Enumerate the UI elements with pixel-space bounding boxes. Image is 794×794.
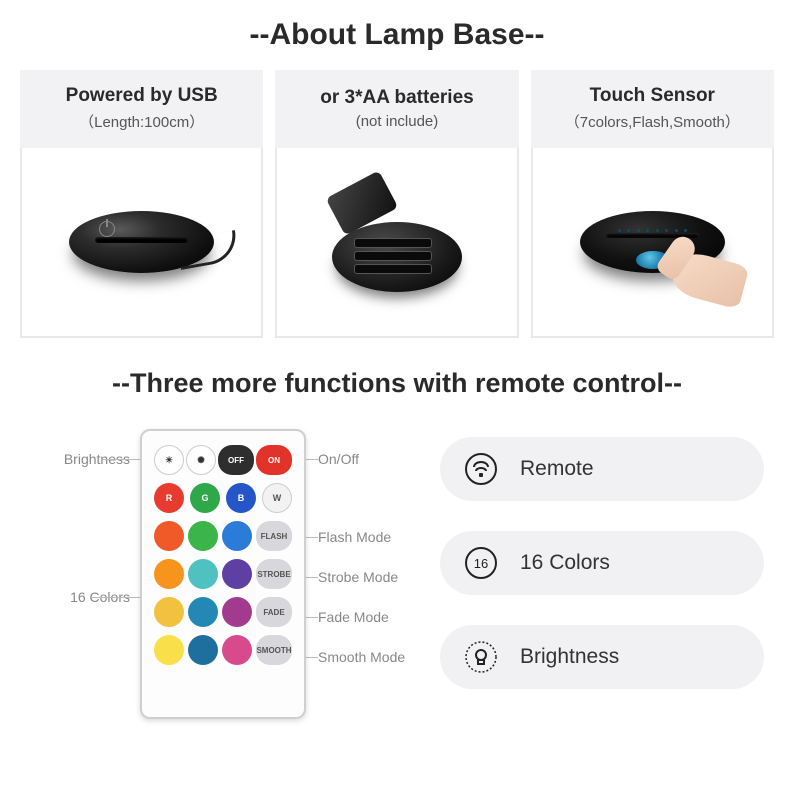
anno-fade: Fade Mode (318, 609, 389, 625)
pills: Remote 16 16 Colors Brightness (440, 429, 764, 739)
battery-base-icon (322, 192, 472, 292)
finger-icon (665, 235, 745, 295)
remote-button: R (154, 483, 184, 513)
remote-button: G (190, 483, 220, 513)
remote-icon (464, 452, 498, 486)
remote-area: Brightness 16 Colors On/Off Flash Mode S… (30, 429, 410, 739)
card-touch-sub: （7colors,Flash,Smooth） (537, 111, 768, 132)
remote-button: OFF (218, 445, 254, 475)
remote-button (222, 521, 252, 551)
card-battery: or 3*AA batteries (not include) (275, 70, 518, 338)
anno-smooth: Smooth Mode (318, 649, 405, 665)
bulb-icon (464, 640, 498, 674)
remote-button: ✺ (186, 445, 216, 475)
svg-text:16: 16 (474, 556, 488, 571)
pill-remote-label: Remote (520, 457, 594, 481)
remote-button: FADE (256, 597, 292, 627)
remote-button (188, 559, 218, 589)
card-battery-sub: (not include) (281, 113, 512, 130)
pill-brightness: Brightness (440, 625, 764, 689)
card-usb-body (20, 148, 263, 338)
remote-button: SMOOTH (256, 635, 292, 665)
anno-flash: Flash Mode (318, 529, 391, 545)
card-usb-sub: （Length:100cm） (26, 111, 257, 132)
remote-button (188, 521, 218, 551)
anno-onoff: On/Off (318, 451, 359, 467)
anno-strobe: Strobe Mode (318, 569, 398, 585)
remote-button: ☀ (154, 445, 184, 475)
remote-button: ON (256, 445, 292, 475)
card-usb: Powered by USB （Length:100cm） (20, 70, 263, 338)
lower-section: Brightness 16 Colors On/Off Flash Mode S… (20, 429, 774, 739)
remote-button (222, 597, 252, 627)
card-touch: Touch Sensor （7colors,Flash,Smooth） (531, 70, 774, 338)
sixteen-icon: 16 (464, 546, 498, 580)
remote-button (188, 597, 218, 627)
pill-16colors-label: 16 Colors (520, 551, 610, 575)
card-touch-header: Touch Sensor （7colors,Flash,Smooth） (531, 70, 774, 148)
remote-control: ☀✺OFFON RGBW FLASH STROBE FADE SMOOTH (140, 429, 306, 719)
remote-button (222, 559, 252, 589)
remote-button (154, 597, 184, 627)
remote-button: W (262, 483, 292, 513)
card-touch-title: Touch Sensor (537, 85, 768, 107)
remote-button: FLASH (256, 521, 292, 551)
remote-button (222, 635, 252, 665)
title: --About Lamp Base-- (20, 18, 774, 52)
subtitle: --Three more functions with remote contr… (20, 368, 774, 399)
card-battery-title: or 3*AA batteries (281, 87, 512, 109)
card-usb-title: Powered by USB (26, 85, 257, 107)
card-usb-header: Powered by USB （Length:100cm） (20, 70, 263, 148)
remote-button (188, 635, 218, 665)
card-battery-body (275, 148, 518, 338)
pill-remote: Remote (440, 437, 764, 501)
card-battery-header: or 3*AA batteries (not include) (275, 70, 518, 148)
pill-brightness-label: Brightness (520, 645, 619, 669)
remote-button: STROBE (256, 559, 292, 589)
remote-button (154, 635, 184, 665)
cards-row: Powered by USB （Length:100cm） or 3*AA ba… (20, 70, 774, 338)
remote-button (154, 559, 184, 589)
pill-16colors: 16 16 Colors (440, 531, 764, 595)
card-touch-body (531, 148, 774, 338)
remote-button (154, 521, 184, 551)
remote-button: B (226, 483, 256, 513)
